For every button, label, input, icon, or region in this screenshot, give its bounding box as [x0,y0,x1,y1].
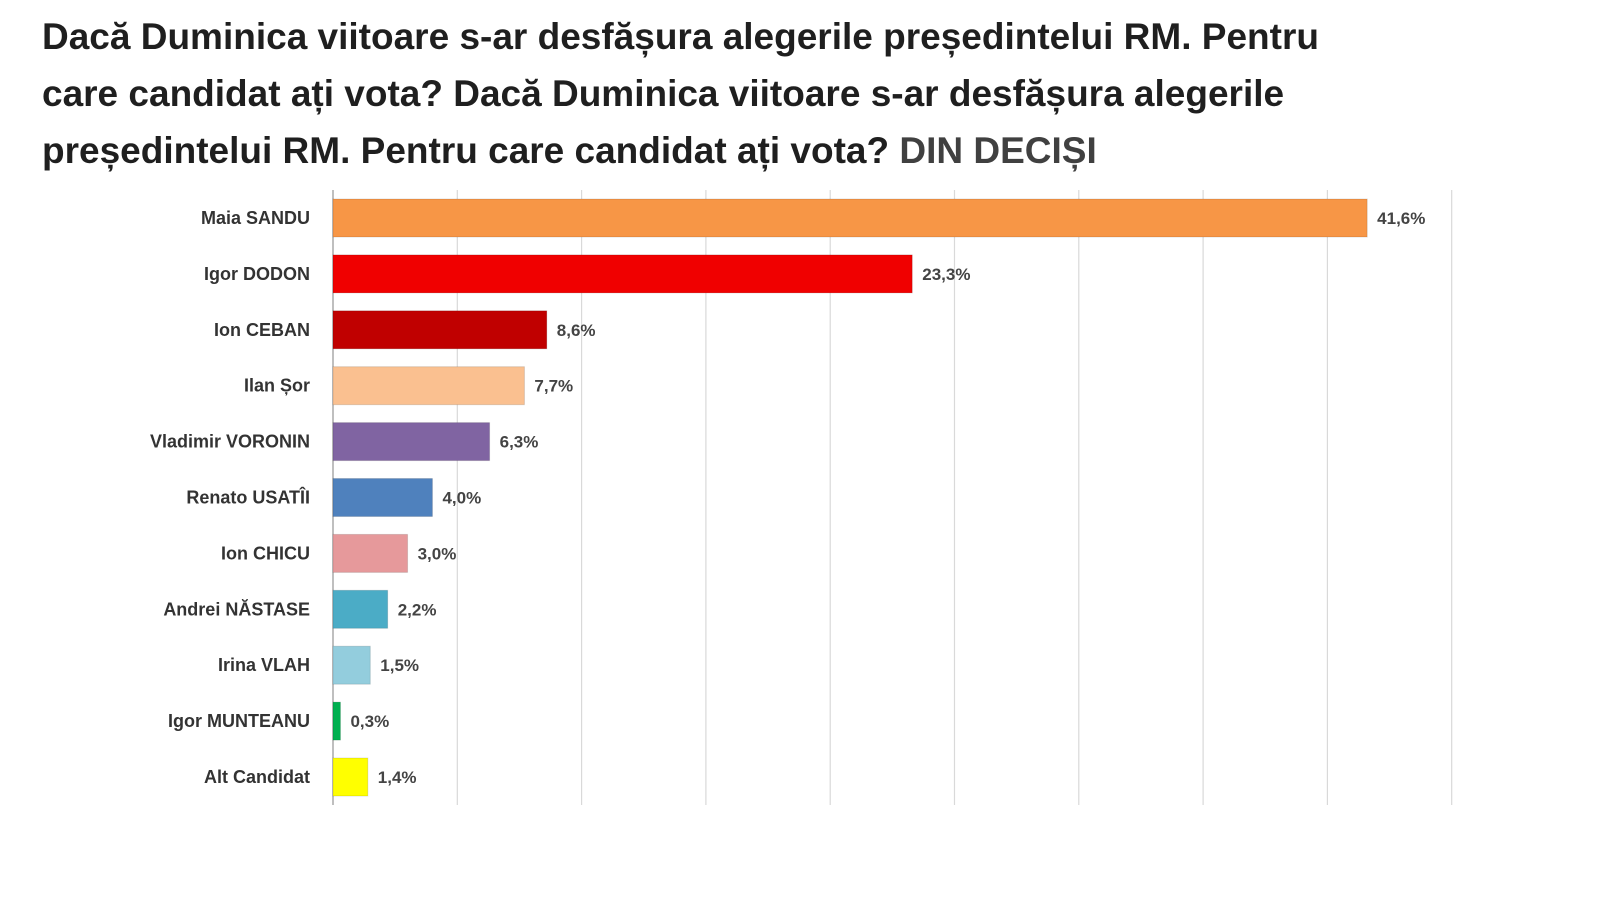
bar [332,478,433,517]
bar [332,366,525,406]
category-label: Igor MUNTEANU [168,711,310,731]
category-label: Vladimir VORONIN [150,432,310,452]
bar [332,198,1368,238]
category-label: Alt Candidat [204,767,310,787]
category-label: Andrei NĂSTASE [163,598,310,619]
value-label: 23,3% [922,265,970,284]
bar [332,701,341,741]
value-label: 2,2% [398,600,437,619]
category-label: Irina VLAH [218,655,310,675]
value-label: 6,3% [500,433,539,452]
category-label: Ion CEBAN [214,320,310,340]
bar [332,422,491,462]
chart-title: Dacă Duminica viitoare s-ar desfășura al… [42,8,1402,179]
chart-title-suffix: DIN DECIȘI [899,130,1097,171]
chart-title-main: Dacă Duminica viitoare s-ar desfășura al… [42,16,1319,171]
bars [332,198,1368,797]
bar [332,533,409,573]
bar [332,589,389,629]
bar [332,645,371,685]
bar [332,254,913,294]
value-label: 0,3% [350,712,389,731]
bar [332,310,548,350]
value-label: 4,0% [442,489,481,508]
labels: Maia SANDU 41,6% Igor DODON 23,3% Ion CEBAN 8… [150,208,1425,787]
value-label: 3,0% [418,544,457,563]
category-label: Maia SANDU [201,208,310,228]
bar [332,757,369,797]
category-label: Igor DODON [204,264,310,284]
category-label: Renato USATÎI [186,487,310,508]
value-label: 7,7% [534,377,573,396]
value-label: 41,6% [1377,209,1425,228]
value-label: 8,6% [557,321,596,340]
value-label: 1,4% [378,768,417,787]
category-label: Ilan Șor [244,376,310,396]
category-label: Ion CHICU [221,543,310,563]
value-label: 1,5% [380,656,419,675]
